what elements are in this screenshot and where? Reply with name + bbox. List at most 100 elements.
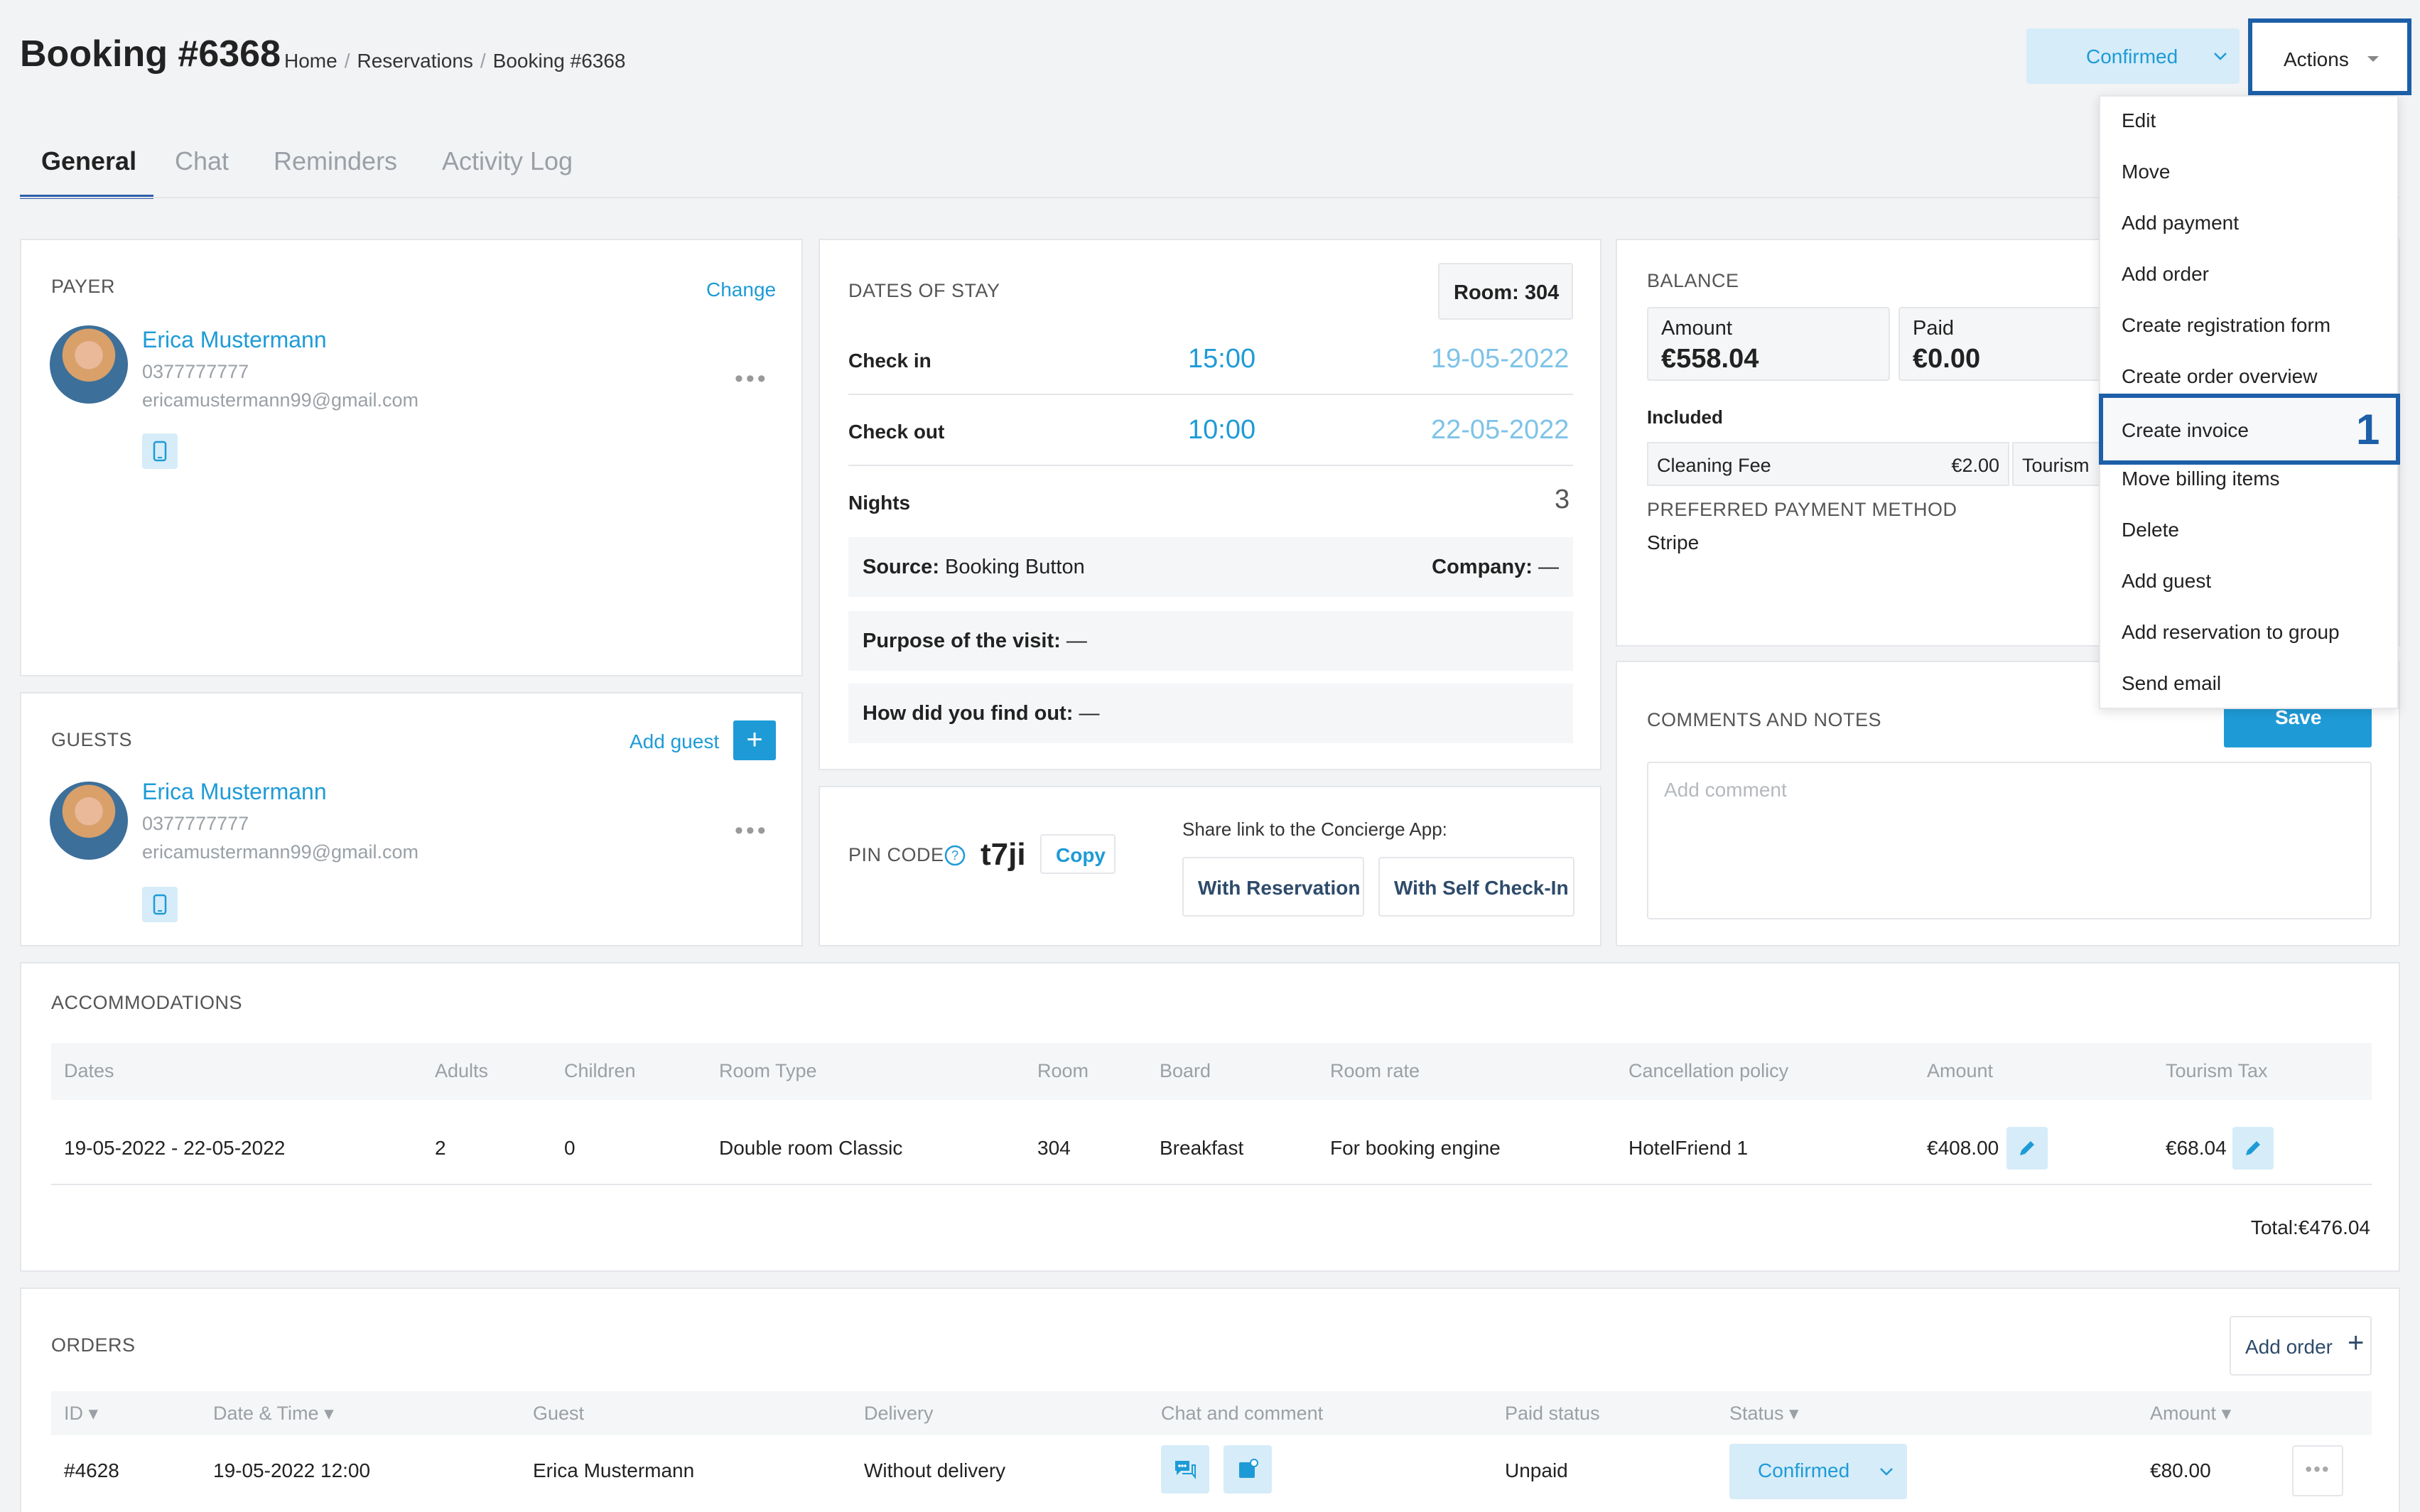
help-icon[interactable]: ? (944, 844, 966, 867)
tab-chat[interactable]: Chat (175, 146, 229, 176)
more-options-icon[interactable]: ••• (735, 817, 769, 844)
with-reservation-button[interactable]: With Reservation (1182, 857, 1364, 917)
checkin-time: 15:00 (1188, 344, 1256, 374)
edit-amount-icon[interactable] (2006, 1127, 2048, 1170)
change-payer-link[interactable]: Change (706, 279, 777, 301)
tab-reminders[interactable]: Reminders (274, 146, 398, 176)
edit-tourism-tax-icon[interactable] (2232, 1127, 2274, 1170)
with-self-checkin-button[interactable]: With Self Check-In (1378, 857, 1574, 917)
menu-item-create-registration-form[interactable]: Create registration form (2122, 314, 2331, 336)
checkin-label: Check in (848, 350, 931, 372)
avatar (50, 782, 128, 860)
tab-activity-log[interactable]: Activity Log (442, 146, 573, 176)
table-cell: €68.04 (2166, 1137, 2227, 1159)
menu-item-delete[interactable]: Delete (2122, 519, 2179, 541)
column-header: Room Type (719, 1060, 817, 1081)
payer-card: PAYER Change Erica Mustermann 0377777777… (20, 239, 803, 676)
breadcrumb-separator: / (344, 50, 350, 72)
payment-method-value: Stripe (1647, 531, 1700, 554)
column-header-sortable[interactable]: ID ▾ (64, 1403, 99, 1424)
table-header (51, 1043, 2372, 1100)
mobile-phone-icon[interactable] (142, 887, 178, 922)
add-guest-link[interactable]: Add guest (630, 730, 720, 752)
tab-general-label: General (41, 146, 137, 176)
order-status-dropdown[interactable]: Confirmed (1729, 1444, 1907, 1499)
purpose-row: Purpose of the visit: — (848, 611, 1573, 671)
nights-label: Nights (848, 492, 911, 514)
dates-title: DATES OF STAY (848, 280, 1000, 301)
menu-item-create-invoice-highlight[interactable]: Create invoice 1 (2099, 394, 2400, 465)
order-datetime: 19-05-2022 12:00 (213, 1459, 371, 1481)
comment-input[interactable]: Add comment (1647, 762, 2372, 919)
menu-item-create-invoice: Create invoice (2122, 419, 2249, 441)
source-row: Source: Booking Button Company: — (848, 537, 1573, 597)
menu-item-create-order-overview[interactable]: Create order overview (2122, 365, 2318, 387)
add-order-button[interactable]: Add order + (2230, 1316, 2372, 1376)
menu-item-edit[interactable]: Edit (2122, 109, 2156, 131)
breadcrumb-home[interactable]: Home (284, 50, 337, 72)
breadcrumb-separator: / (480, 50, 486, 72)
column-header: Adults (435, 1060, 489, 1081)
order-id-link[interactable]: #4628 (64, 1459, 119, 1481)
guest-name[interactable]: Erica Mustermann (142, 779, 327, 804)
chevron-down-icon (2214, 53, 2227, 60)
accommodations-card: ACCOMMODATIONS Dates Adults Children Roo… (20, 962, 2400, 1272)
purpose-label: Purpose of the visit: (863, 630, 1061, 652)
included-item: Cleaning Fee €2.00 (1647, 442, 2009, 486)
amount-label: Amount (1661, 317, 1732, 340)
column-header: Room rate (1330, 1060, 1420, 1081)
included-item-name: Cleaning Fee (1657, 455, 1771, 476)
more-options-icon[interactable]: ••• (735, 365, 769, 392)
balance-title: BALANCE (1647, 270, 1739, 291)
table-cell: 0 (564, 1137, 576, 1159)
paid-value: €0.00 (1913, 344, 1981, 374)
column-header: Amount (1927, 1060, 1994, 1081)
chat-icon[interactable] (1161, 1445, 1209, 1494)
column-header-sortable[interactable]: Date & Time ▾ (213, 1403, 334, 1424)
save-label: Save (2275, 706, 2322, 728)
company-label: Company: (1432, 556, 1533, 578)
tab-general[interactable]: General (20, 142, 153, 199)
row-divider (51, 1184, 2372, 1185)
order-guest-link[interactable]: Erica Mustermann (533, 1459, 695, 1481)
pin-code: t7ji (981, 837, 1026, 872)
menu-item-add-payment[interactable]: Add payment (2122, 212, 2239, 234)
breadcrumb-reservations[interactable]: Reservations (357, 50, 473, 72)
pin-label: PIN CODE (848, 844, 944, 865)
guest-email: ericamustermann99@gmail.com (142, 841, 419, 863)
menu-item-move-billing-items[interactable]: Move billing items (2122, 468, 2280, 490)
column-header-sortable[interactable]: Status ▾ (1729, 1403, 1799, 1424)
mobile-phone-icon[interactable] (142, 433, 178, 469)
menu-item-add-guest[interactable]: Add guest (2122, 570, 2212, 592)
order-more-options-button[interactable]: ••• (2292, 1445, 2343, 1496)
menu-item-add-order[interactable]: Add order (2122, 263, 2209, 285)
room-badge: Room: 304 (1438, 263, 1573, 320)
source-label: Source: (863, 556, 939, 578)
column-header: Paid status (1505, 1403, 1600, 1424)
comment-icon[interactable] (1223, 1445, 1272, 1494)
table-cell: For booking engine (1330, 1137, 1501, 1159)
checkin-date: 19-05-2022 (1431, 344, 1570, 374)
copy-button[interactable]: Copy (1040, 834, 1116, 874)
payer-email: ericamustermann99@gmail.com (142, 389, 419, 411)
svg-text:?: ? (951, 848, 958, 863)
add-guest-button[interactable]: + (733, 720, 776, 760)
menu-item-add-reservation-to-group[interactable]: Add reservation to group (2122, 621, 2340, 643)
share-link-label: Share link to the Concierge App: (1182, 819, 1447, 840)
order-paid-status: Unpaid (1505, 1459, 1568, 1481)
table-cell: Breakfast (1160, 1137, 1244, 1159)
column-header-sortable[interactable]: Amount ▾ (2150, 1403, 2232, 1424)
menu-item-move[interactable]: Move (2122, 161, 2171, 183)
actions-button[interactable]: Actions (2248, 18, 2411, 95)
column-header: Room (1037, 1060, 1089, 1081)
company-value: — (1538, 556, 1559, 578)
payment-method-label: PREFERRED PAYMENT METHOD (1647, 499, 1957, 520)
amount-box: Amount €558.04 (1647, 307, 1890, 381)
breadcrumb: Home / Reservations / Booking #6368 (284, 50, 626, 72)
status-dropdown[interactable]: Confirmed (2026, 28, 2240, 84)
annotation-number: 1 (2356, 406, 2380, 453)
menu-item-send-email[interactable]: Send email (2122, 672, 2222, 694)
payer-name[interactable]: Erica Mustermann (142, 327, 327, 352)
plus-icon: + (2348, 1327, 2365, 1359)
order-delivery: Without delivery (864, 1459, 1006, 1481)
